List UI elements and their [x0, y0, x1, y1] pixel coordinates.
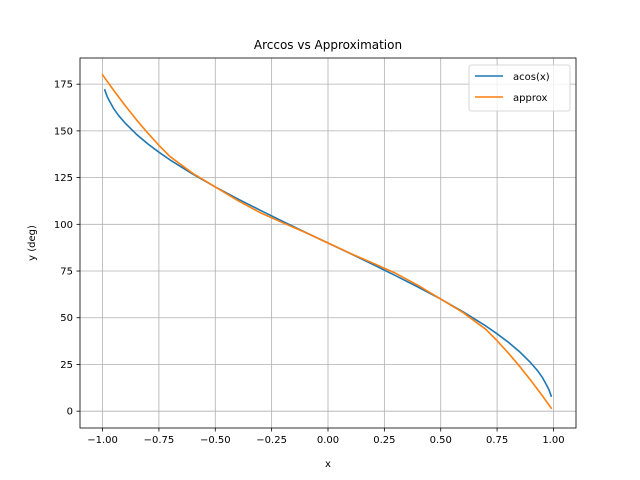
grid [80, 58, 576, 428]
x-tick-label: −0.25 [256, 435, 287, 446]
legend: acos(x) approx [468, 64, 571, 112]
x-axis-label: x [325, 459, 331, 470]
x-tick-label: 1.00 [542, 435, 564, 446]
y-axis-label: y (deg) [27, 225, 38, 261]
x-tick-label: 0.75 [486, 435, 508, 446]
legend-label-acos: acos(x) [513, 72, 550, 83]
legend-label-approx: approx [513, 93, 548, 104]
series-line-approx [101, 73, 553, 410]
chart-title: Arccos vs Approximation [254, 38, 402, 52]
x-tick-label: 0.25 [373, 435, 395, 446]
y-tick-label: 25 [60, 360, 73, 371]
y-tick-label: 75 [60, 267, 73, 278]
series-group [101, 73, 553, 410]
x-tick-label: 0.00 [317, 435, 339, 446]
y-tick-label: 150 [54, 126, 73, 137]
y-tick-label: 0 [67, 407, 73, 418]
x-tick-label: −0.75 [144, 435, 175, 446]
y-tick-label: 175 [54, 80, 73, 91]
x-tick-label: −1.00 [87, 435, 118, 446]
x-tick-label: 0.50 [430, 435, 452, 446]
x-tick-label: −0.50 [200, 435, 231, 446]
y-tick-label: 50 [60, 313, 73, 324]
y-tick-label: 100 [54, 220, 73, 231]
y-tick-label: 125 [54, 173, 73, 184]
ticks: −1.00 −0.75 −0.50 −0.25 0.00 0.25 0.50 0.75 1.00… [54, 80, 565, 446]
